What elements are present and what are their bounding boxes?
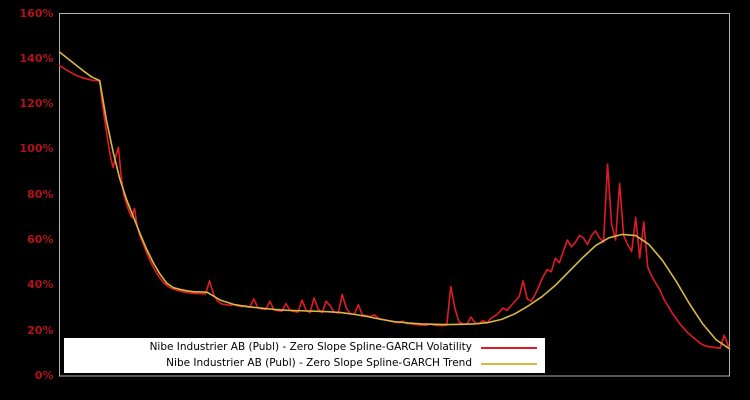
y-tick-label: 20%: [27, 323, 54, 337]
y-tick-label: 140%: [19, 51, 54, 65]
y-tick-label: 160%: [19, 6, 54, 20]
legend-swatch-trend: [481, 362, 537, 365]
legend-entry-trend: Nibe Industrier AB (Publ) - Zero Slope S…: [64, 356, 545, 372]
series-layer: [58, 51, 731, 350]
y-tick-label: 60%: [27, 233, 54, 247]
series-line-trend: [58, 51, 731, 350]
y-tick-label: 100%: [19, 142, 54, 156]
chart-legend: Nibe Industrier AB (Publ) - Zero Slope S…: [64, 338, 545, 373]
plot-frame: [59, 13, 730, 377]
legend-label-volatility: Nibe Industrier AB (Publ) - Zero Slope S…: [149, 341, 472, 354]
y-tick-label: 0%: [34, 369, 54, 382]
legend-entry-volatility: Nibe Industrier AB (Publ) - Zero Slope S…: [64, 340, 545, 356]
y-tick-label: 120%: [19, 97, 54, 111]
y-tick-label: 40%: [27, 278, 54, 292]
legend-label-trend: Nibe Industrier AB (Publ) - Zero Slope S…: [166, 357, 472, 370]
legend-swatch-volatility: [481, 346, 537, 349]
y-tick-label: 80%: [27, 187, 54, 201]
